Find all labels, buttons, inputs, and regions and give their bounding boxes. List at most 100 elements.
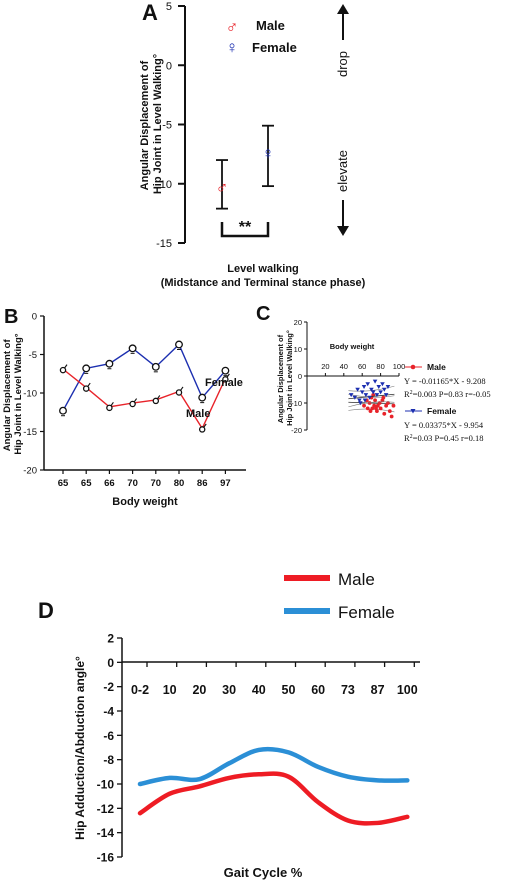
panel-a-y-label: Angular Displacement of Hip Joint in Lev… <box>139 54 164 194</box>
panel-a-legend-female-symbol: ♀ <box>226 38 239 57</box>
panel-b-x-label: Body weight <box>112 496 178 508</box>
panel-b-point-male <box>175 389 183 396</box>
panel-c-x-tick-label: 40 <box>340 362 348 371</box>
panel-c-legend-female-stats-rest: P=0.45 r=0.18 <box>434 433 483 443</box>
panel-c-point-male <box>362 403 366 408</box>
panel-c-point-male <box>365 406 370 411</box>
panel-c-point-male <box>381 395 386 400</box>
panel-c-point-female <box>355 387 360 392</box>
panel-b-x-tick-label: 70 <box>127 478 138 489</box>
panel-c-point-male <box>367 401 372 405</box>
panel-a-legend-male-symbol: ♂ <box>226 18 239 37</box>
panel-c-point-female <box>362 398 368 403</box>
panel-c-point-female <box>374 393 380 398</box>
panel-c-legend-male-marker <box>410 364 416 370</box>
panel-c-point-female <box>348 393 354 398</box>
panel-b-y-tick-label: -20 <box>23 466 37 477</box>
panel-c-point-male <box>374 406 378 411</box>
panel-b-y-label: Angular Displacement of Hip Joint in Lev… <box>2 333 24 454</box>
panel-c-x-tick-label: 20 <box>321 362 329 371</box>
panel-c-point-female <box>383 393 389 398</box>
panel-a-elevate-arrow <box>337 200 349 236</box>
panel-c-y-tick-label: -10 <box>291 399 302 408</box>
panel-a-legend-male-label: Male <box>256 18 285 33</box>
panel-d-x-tick-label: 10 <box>163 683 177 697</box>
panel-a-y-tick-label: -15 <box>156 238 172 250</box>
panel-b-point-male-arrow <box>110 402 114 407</box>
panel-c-x-tick-label: 60 <box>358 362 366 371</box>
panel-c-legend-male: Male Y = -0.01165*X - 9.208 R2=0.003 P=0… <box>404 362 491 399</box>
panel-a-y-tick-label: 0 <box>166 60 172 72</box>
panel-b-x-tick-label: 70 <box>151 478 162 489</box>
panel-b-point-male-arrow <box>203 423 207 428</box>
panel-b-point-female <box>221 366 230 375</box>
panel-a-y-tick-label: -10 <box>156 179 172 191</box>
panel-c-letter: C <box>256 303 270 325</box>
panel-d-y-tick-label: -6 <box>103 729 114 743</box>
panel-c-x-label: Body weight <box>330 342 375 351</box>
panel-b-point-female <box>175 340 183 349</box>
panel-d-x-tick-label: 40 <box>252 683 266 697</box>
panel-b-female-label: Female <box>205 377 243 389</box>
panel-b-point-male <box>106 404 113 412</box>
panel-c-point-male <box>384 403 389 408</box>
panel-d-legend-male-label: Male <box>338 570 375 589</box>
panel-a-y-label-line-2: Hip Joint in Level Walking° <box>152 54 164 194</box>
panel-a-y-label-line-1: Angular Displacement of <box>139 60 151 190</box>
panel-c-point-female <box>369 387 374 392</box>
panel-c-confidence-lower-female <box>348 401 395 408</box>
panel-c-legend-male-stats-rest: P=0.83 r=-0.05 <box>439 389 491 399</box>
panel-a-significance-label: ** <box>239 219 252 236</box>
panel-c-point-male <box>387 409 392 413</box>
panel-d-y-tick-label: -10 <box>97 778 115 792</box>
panel-c-point-male <box>382 411 387 416</box>
panel-b-series-line-male <box>62 368 227 430</box>
panel-b-point-male-arrow <box>87 382 91 387</box>
panel-c-point-female <box>365 382 371 387</box>
panel-b-point-male <box>222 376 229 383</box>
panel-c-legend-male-r2: 0.003 <box>417 389 436 399</box>
panel-d-y-tick-label: 2 <box>107 632 114 646</box>
panel-c-point-female <box>357 398 362 403</box>
panel-c-point-female <box>359 390 365 395</box>
panel-b-point-female <box>105 359 114 368</box>
panel-a-y-tick-label: 5 <box>166 1 172 13</box>
panel-c-legend-female-label: Female <box>427 406 457 416</box>
panel-d-y-tick-label: -8 <box>103 753 114 767</box>
panel-a-mean-marker-female: ♀ <box>262 144 275 163</box>
panel-b-point-male <box>82 385 90 392</box>
panel-b-point-female <box>128 344 137 353</box>
panel-b-point-female <box>59 406 67 415</box>
panel-c-y-label: Angular Displacement of Hip Joint in Lev… <box>276 330 294 426</box>
panel-b-point-female <box>82 364 91 373</box>
panel-b-x-tick-label: 65 <box>58 478 69 489</box>
panel-d-x-tick-label: 50 <box>282 683 296 697</box>
panel-b-point-male-arrow <box>226 373 230 378</box>
panel-d-x-tick-label: 20 <box>192 683 206 697</box>
panel-b-letter: B <box>4 306 18 328</box>
panel-d-x-tick-label: 0-2 <box>131 683 149 697</box>
panel-c-y-label-line-1: Angular Displacement of <box>276 334 285 423</box>
panel-b-x-tick-label: 97 <box>220 478 231 489</box>
panel-b-male-label: Male <box>186 408 210 420</box>
panel-c-y-tick-label: 0 <box>298 372 302 381</box>
panel-c-point-male <box>375 403 380 408</box>
panel-b: B 0 -5 -10 -15 -20 65 65 66 70 70 80 86 97 Angular D… <box>2 306 246 508</box>
panel-c-point-female <box>367 395 372 400</box>
panel-b-y-label-line-1: Angular Displacement of <box>2 339 13 452</box>
panel-c-point-male <box>373 398 377 403</box>
panel-b-point-male <box>152 397 160 405</box>
panel-d-x-tick-label: 87 <box>371 683 385 697</box>
panel-b-point-male <box>129 400 136 408</box>
panel-b-point-male <box>198 426 206 433</box>
panel-b-y-tick-label: -10 <box>23 389 37 400</box>
panel-c-legend-female-equation: Y = 0.03375*X - 9.954 <box>404 420 484 430</box>
panel-d-x-label: Gait Cycle % <box>224 865 303 880</box>
panel-a: A 5 0 -5 -10 -15 Angular Displacement of Hip… <box>139 0 366 289</box>
panel-d-y-tick-label: 0 <box>107 656 114 670</box>
panel-a-legend-female-label: Female <box>252 40 297 55</box>
panel-c-y-tick-label: 20 <box>294 318 302 327</box>
panel-d-y-label: Hip Adduction/Abduction angle° <box>73 656 87 840</box>
panel-a-x-label-line-2: (Midstance and Terminal stance phase) <box>161 277 366 289</box>
panel-d-y-tick-label: -14 <box>97 826 115 840</box>
